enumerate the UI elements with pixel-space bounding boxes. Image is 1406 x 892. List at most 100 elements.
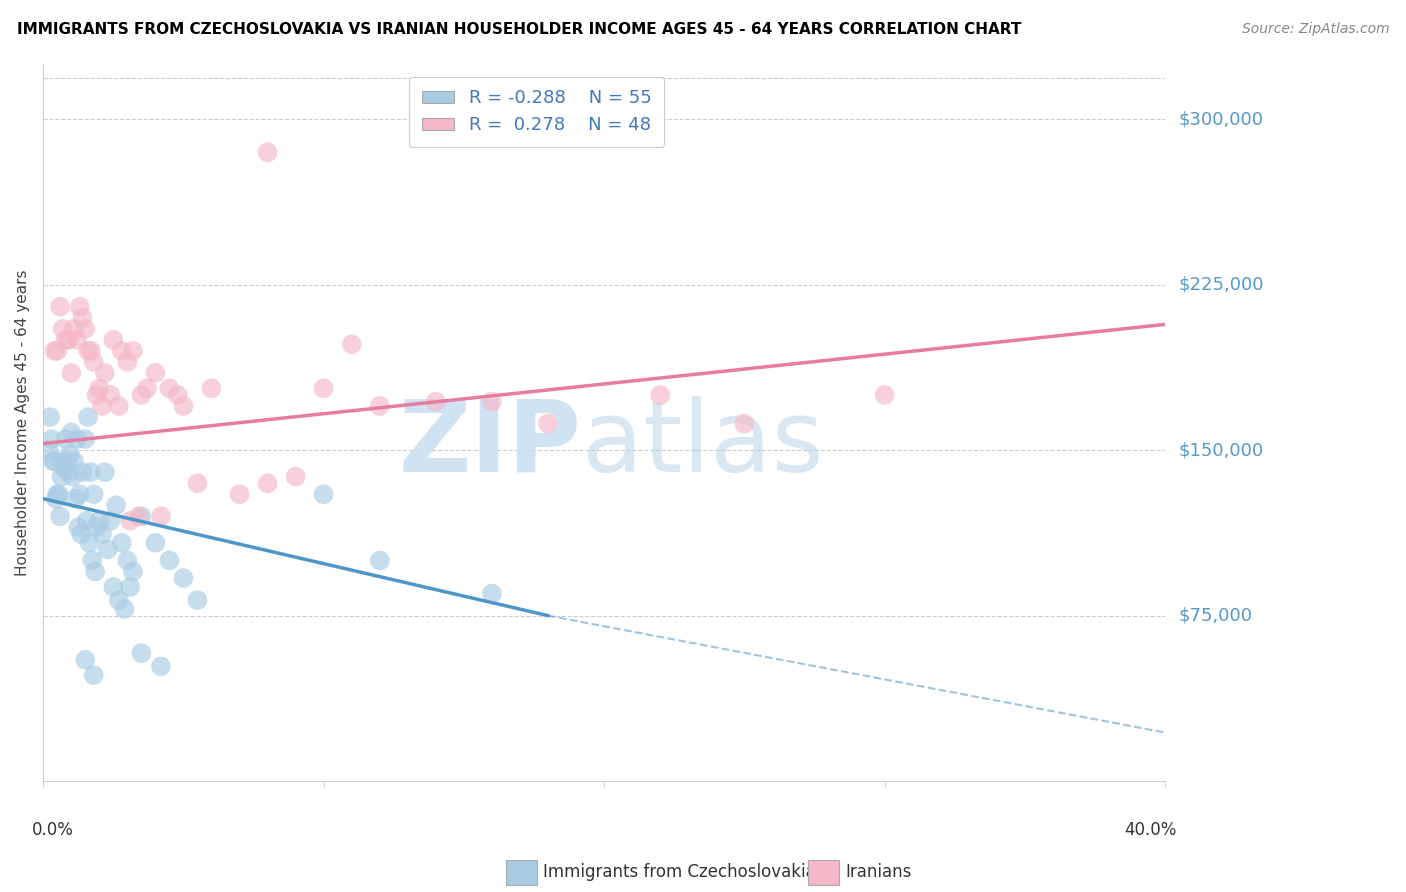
Point: [157, 553, 180, 567]
Point: [172, 399, 194, 413]
Point: [52, 454, 75, 468]
Point: [44, 343, 66, 358]
Point: [733, 417, 755, 431]
Point: [86, 520, 108, 534]
Point: [131, 646, 153, 660]
Point: [75, 432, 97, 446]
Point: [128, 509, 150, 524]
Point: [650, 388, 672, 402]
Point: [62, 469, 84, 483]
Point: [117, 355, 139, 369]
Point: [103, 333, 125, 347]
Point: [94, 366, 117, 380]
Point: [108, 399, 131, 413]
Point: [228, 487, 250, 501]
Text: IMMIGRANTS FROM CZECHOSLOVAKIA VS IRANIAN HOUSEHOLDER INCOME AGES 45 - 64 YEARS : IMMIGRANTS FROM CZECHOSLOVAKIA VS IRANIA…: [17, 22, 1021, 37]
Point: [86, 388, 108, 402]
Point: [117, 553, 139, 567]
Point: [105, 498, 128, 512]
Point: [69, 300, 91, 314]
Point: [94, 465, 117, 479]
Point: [83, 668, 105, 682]
Text: Iranians: Iranians: [845, 863, 911, 881]
Point: [63, 322, 86, 336]
Point: [481, 394, 503, 409]
Text: $150,000: $150,000: [1180, 442, 1264, 459]
Point: [48, 487, 70, 501]
Point: [122, 565, 145, 579]
Point: [108, 593, 131, 607]
Point: [425, 394, 447, 409]
Point: [89, 381, 111, 395]
Point: [312, 487, 335, 501]
Point: [82, 553, 104, 567]
Point: [340, 337, 363, 351]
Point: [79, 536, 101, 550]
Point: [368, 553, 391, 567]
Point: [69, 487, 91, 501]
Point: [312, 381, 335, 395]
Point: [66, 333, 89, 347]
Point: [53, 460, 76, 475]
Text: atlas: atlas: [582, 395, 824, 492]
Text: 0.0%: 0.0%: [32, 821, 75, 838]
Point: [150, 659, 173, 673]
Point: [91, 527, 114, 541]
Point: [38, 443, 60, 458]
Point: [58, 333, 80, 347]
Point: [114, 602, 136, 616]
Text: Immigrants from Czechoslovakia: Immigrants from Czechoslovakia: [543, 863, 815, 881]
Point: [65, 491, 87, 506]
Point: [157, 381, 180, 395]
Text: $225,000: $225,000: [1180, 276, 1264, 293]
Point: [100, 514, 122, 528]
Y-axis label: Householder Income Ages 45 - 64 years: Householder Income Ages 45 - 64 years: [15, 269, 30, 576]
Point: [103, 580, 125, 594]
Point: [46, 343, 69, 358]
Point: [75, 653, 97, 667]
Point: [166, 388, 188, 402]
Point: [83, 355, 105, 369]
Point: [145, 536, 167, 550]
Point: [75, 322, 97, 336]
Point: [76, 514, 98, 528]
Point: [58, 465, 80, 479]
Point: [100, 388, 122, 402]
Text: $300,000: $300,000: [1180, 111, 1264, 128]
Point: [41, 432, 63, 446]
Point: [80, 343, 103, 358]
Point: [60, 366, 83, 380]
Point: [52, 322, 75, 336]
Point: [67, 520, 90, 534]
Point: [66, 432, 89, 446]
Point: [49, 509, 72, 524]
Text: 40.0%: 40.0%: [1123, 821, 1177, 838]
Point: [145, 366, 167, 380]
Point: [284, 469, 307, 483]
Point: [111, 343, 134, 358]
Point: [83, 487, 105, 501]
Point: [136, 381, 159, 395]
Point: [186, 593, 208, 607]
Text: ZIP: ZIP: [399, 395, 582, 492]
Point: [873, 388, 896, 402]
Point: [200, 381, 222, 395]
Point: [51, 469, 73, 483]
Point: [55, 333, 77, 347]
Point: [80, 465, 103, 479]
Point: [120, 580, 142, 594]
Point: [72, 310, 94, 325]
Point: [368, 399, 391, 413]
Point: [150, 509, 173, 524]
Point: [55, 432, 77, 446]
Point: [91, 399, 114, 413]
Point: [60, 425, 83, 440]
Point: [44, 454, 66, 468]
Point: [46, 487, 69, 501]
Point: [77, 343, 100, 358]
Point: [89, 514, 111, 528]
Text: Source: ZipAtlas.com: Source: ZipAtlas.com: [1241, 22, 1389, 37]
Point: [63, 454, 86, 468]
Point: [172, 571, 194, 585]
Point: [56, 454, 79, 468]
